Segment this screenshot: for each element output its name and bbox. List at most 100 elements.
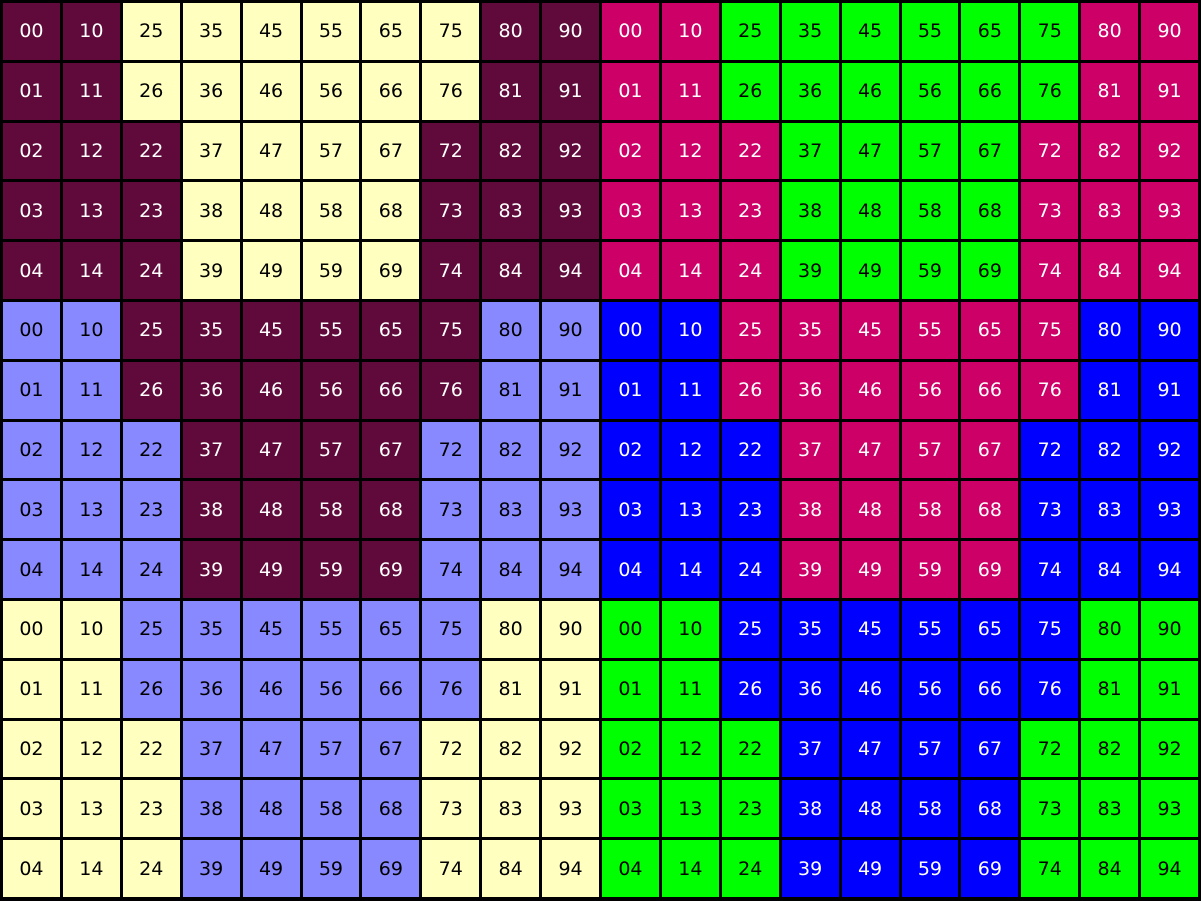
grid-cell: 72	[422, 720, 480, 778]
grid-cell: 83	[1081, 182, 1139, 240]
grid-cell: 01	[3, 62, 60, 120]
grid-cell: 56	[901, 361, 959, 419]
grid-cell: 10	[62, 3, 120, 60]
grid-cell: 24	[122, 840, 180, 897]
grid-cell: 36	[781, 660, 839, 718]
grid-cell: 69	[362, 541, 420, 598]
grid-cell: 11	[661, 361, 719, 419]
grid-cell: 66	[961, 361, 1019, 419]
grid-cell: 37	[182, 122, 240, 180]
grid-cell: 39	[182, 541, 240, 598]
grid-cell: 39	[182, 840, 240, 897]
grid-cell: 10	[62, 600, 120, 658]
grid-cell: 69	[961, 242, 1019, 299]
grid-cell: 83	[482, 481, 540, 539]
grid-cell: 75	[1021, 3, 1079, 60]
grid-cell: 76	[1021, 361, 1079, 419]
grid-cell: 12	[62, 421, 120, 479]
grid-cell: 12	[661, 421, 719, 479]
grid-cell: 22	[721, 122, 779, 180]
grid-cell: 02	[602, 720, 659, 778]
grid-cell: 74	[422, 541, 480, 598]
grid-cell: 25	[122, 600, 180, 658]
grid-cell: 69	[362, 840, 420, 897]
grid-cell: 59	[901, 840, 959, 897]
grid-cell: 11	[62, 660, 120, 718]
grid-cell: 01	[602, 361, 659, 419]
grid-cell: 38	[182, 182, 240, 240]
grid-cell: 00	[3, 600, 60, 658]
grid-cell: 23	[721, 780, 779, 838]
grid-cell: 90	[542, 600, 599, 658]
grid-cell: 66	[961, 660, 1019, 718]
grid-cell: 68	[961, 182, 1019, 240]
grid-cell: 90	[542, 3, 599, 60]
grid-cell: 92	[1141, 122, 1198, 180]
grid-cell: 02	[3, 122, 60, 180]
grid-cell: 47	[242, 720, 300, 778]
grid-cell: 03	[3, 182, 60, 240]
grid-cell: 56	[302, 660, 360, 718]
grid-cell: 35	[182, 3, 240, 60]
grid-cell: 24	[721, 840, 779, 897]
grid-cell: 57	[901, 720, 959, 778]
grid-cell: 36	[781, 62, 839, 120]
grid-cell: 24	[721, 541, 779, 598]
grid-cell: 67	[961, 122, 1019, 180]
grid-cell: 65	[961, 3, 1019, 60]
grid-cell: 94	[1141, 840, 1198, 897]
grid-cell: 14	[661, 541, 719, 598]
grid-cell: 59	[302, 541, 360, 598]
grid-cell: 84	[1081, 242, 1139, 299]
grid-cell: 49	[841, 541, 899, 598]
grid-cell: 49	[242, 242, 300, 299]
grid-cell: 58	[901, 481, 959, 539]
grid-cell: 48	[841, 182, 899, 240]
grid-cell: 65	[961, 600, 1019, 658]
grid-cell: 37	[781, 122, 839, 180]
grid-cell: 35	[781, 600, 839, 658]
grid-cell: 13	[62, 780, 120, 838]
grid-cell: 81	[1081, 660, 1139, 718]
grid-cell: 14	[661, 242, 719, 299]
grid-cell: 66	[362, 660, 420, 718]
grid-cell: 24	[122, 541, 180, 598]
grid-cell: 13	[661, 481, 719, 539]
grid-cell: 72	[1021, 720, 1079, 778]
grid-cell: 84	[482, 840, 540, 897]
grid-cell: 01	[602, 62, 659, 120]
grid-cell: 66	[362, 361, 420, 419]
grid-cell: 26	[721, 62, 779, 120]
grid-cell: 47	[841, 122, 899, 180]
grid-cell: 02	[602, 421, 659, 479]
grid-cell: 38	[781, 780, 839, 838]
grid-cell: 49	[841, 242, 899, 299]
grid-cell: 55	[302, 301, 360, 359]
grid-cell: 03	[602, 182, 659, 240]
grid-cell: 59	[302, 840, 360, 897]
grid-cell: 11	[661, 62, 719, 120]
grid-cell: 36	[182, 62, 240, 120]
grid-cell: 22	[122, 421, 180, 479]
grid-cell: 76	[422, 62, 480, 120]
grid-cell: 25	[721, 3, 779, 60]
grid-cell: 04	[602, 840, 659, 897]
grid-cell: 66	[961, 62, 1019, 120]
grid-cell: 80	[482, 301, 540, 359]
grid-cell: 48	[242, 780, 300, 838]
grid-cell: 14	[62, 242, 120, 299]
grid-cell: 69	[961, 541, 1019, 598]
grid-cell: 92	[1141, 720, 1198, 778]
grid-cell: 74	[1021, 242, 1079, 299]
grid-cell: 26	[721, 361, 779, 419]
grid-cell: 73	[1021, 182, 1079, 240]
grid-cell: 93	[1141, 481, 1198, 539]
grid-cell: 82	[1081, 421, 1139, 479]
grid-cell: 67	[961, 720, 1019, 778]
grid-cell: 36	[781, 361, 839, 419]
grid-cell: 01	[3, 361, 60, 419]
grid-cell: 46	[242, 361, 300, 419]
grid-cell: 76	[1021, 660, 1079, 718]
grid-cell: 56	[302, 62, 360, 120]
grid-cell: 65	[362, 301, 420, 359]
